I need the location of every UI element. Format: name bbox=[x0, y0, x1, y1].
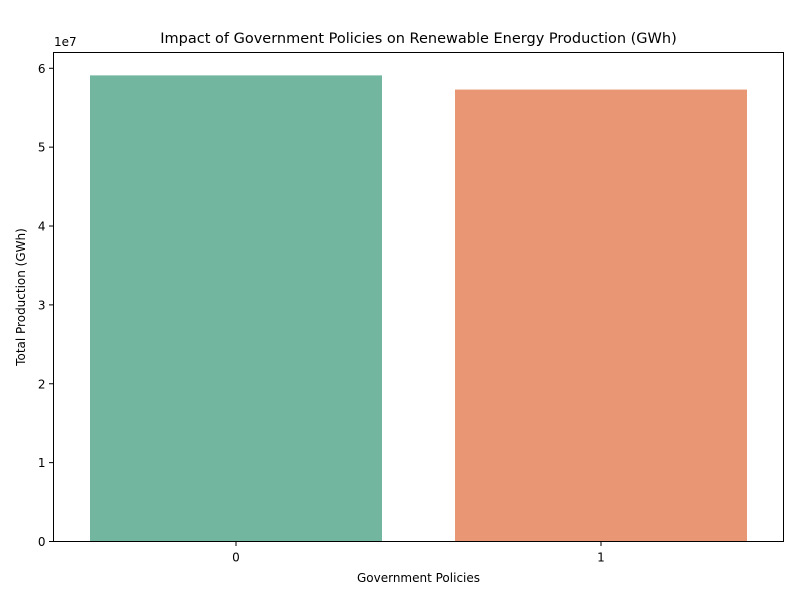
plot-frame bbox=[53, 52, 784, 542]
y-tick-label: 3 bbox=[38, 298, 46, 312]
y-axis-offset-label: 1e7 bbox=[54, 35, 77, 49]
bars-group bbox=[90, 75, 747, 542]
x-axis-label: Government Policies bbox=[357, 571, 480, 585]
y-axis-label: Total Production (GWh) bbox=[14, 228, 28, 367]
y-tick-label: 6 bbox=[38, 62, 46, 76]
y-tick-label: 4 bbox=[38, 220, 46, 234]
y-tick-label: 1 bbox=[38, 456, 46, 470]
y-tick-label: 2 bbox=[38, 377, 46, 391]
bar-1 bbox=[455, 89, 747, 542]
chart-title: Impact of Government Policies on Renewab… bbox=[160, 31, 676, 47]
y-tick-label: 0 bbox=[38, 535, 46, 549]
x-tick-label: 1 bbox=[597, 551, 605, 565]
bar-0 bbox=[90, 75, 382, 542]
y-axis-ticks: 0 1 2 3 4 5 6 bbox=[38, 62, 54, 549]
x-tick-label: 0 bbox=[232, 551, 240, 565]
y-tick-label: 5 bbox=[38, 141, 46, 155]
